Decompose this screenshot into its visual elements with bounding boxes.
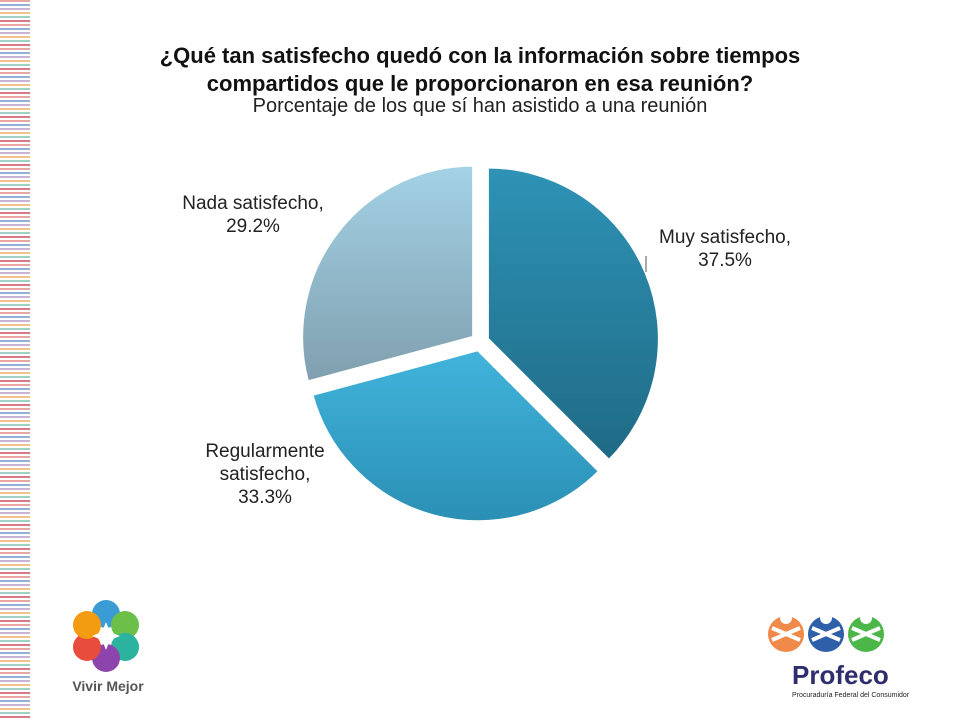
data-label-muy-satisfecho: Muy satisfecho, 37.5% bbox=[659, 227, 791, 271]
data-label-nada-satisfecho: Nada satisfecho, 29.2% bbox=[182, 193, 324, 237]
pie-slice-muy-satisfecho bbox=[485, 165, 661, 463]
vivir-mejor-text: Vivir Mejor bbox=[72, 678, 144, 694]
vivir-mejor-logo: Vivir Mejor bbox=[58, 592, 158, 702]
profeco-logo: Profeco Procuraduría Federal del Consumi… bbox=[764, 610, 934, 705]
chart-title-line2: compartidos que le proporcionaron en esa… bbox=[206, 71, 754, 96]
profeco-figures-icon bbox=[768, 612, 884, 652]
decorative-side-stripes bbox=[0, 0, 30, 720]
chart-subtitle: Porcentaje de los que sí han asistido a … bbox=[252, 95, 708, 117]
pie-slice-regularmente-satisfecho bbox=[310, 348, 602, 524]
pie-slice-nada-satisfecho bbox=[300, 163, 476, 384]
profeco-subtitle-text: Procuraduría Federal del Consumidor bbox=[792, 692, 910, 699]
data-label-regularmente-satisfecho: Regularmente satisfecho, 33.3% bbox=[205, 441, 325, 508]
chart-title: ¿Qué tan satisfecho quedó con la informa… bbox=[40, 42, 920, 98]
profeco-brand-text: Profeco bbox=[792, 660, 889, 690]
chart-title-line1: ¿Qué tan satisfecho quedó con la informa… bbox=[159, 43, 801, 68]
flower-icon bbox=[73, 600, 139, 672]
